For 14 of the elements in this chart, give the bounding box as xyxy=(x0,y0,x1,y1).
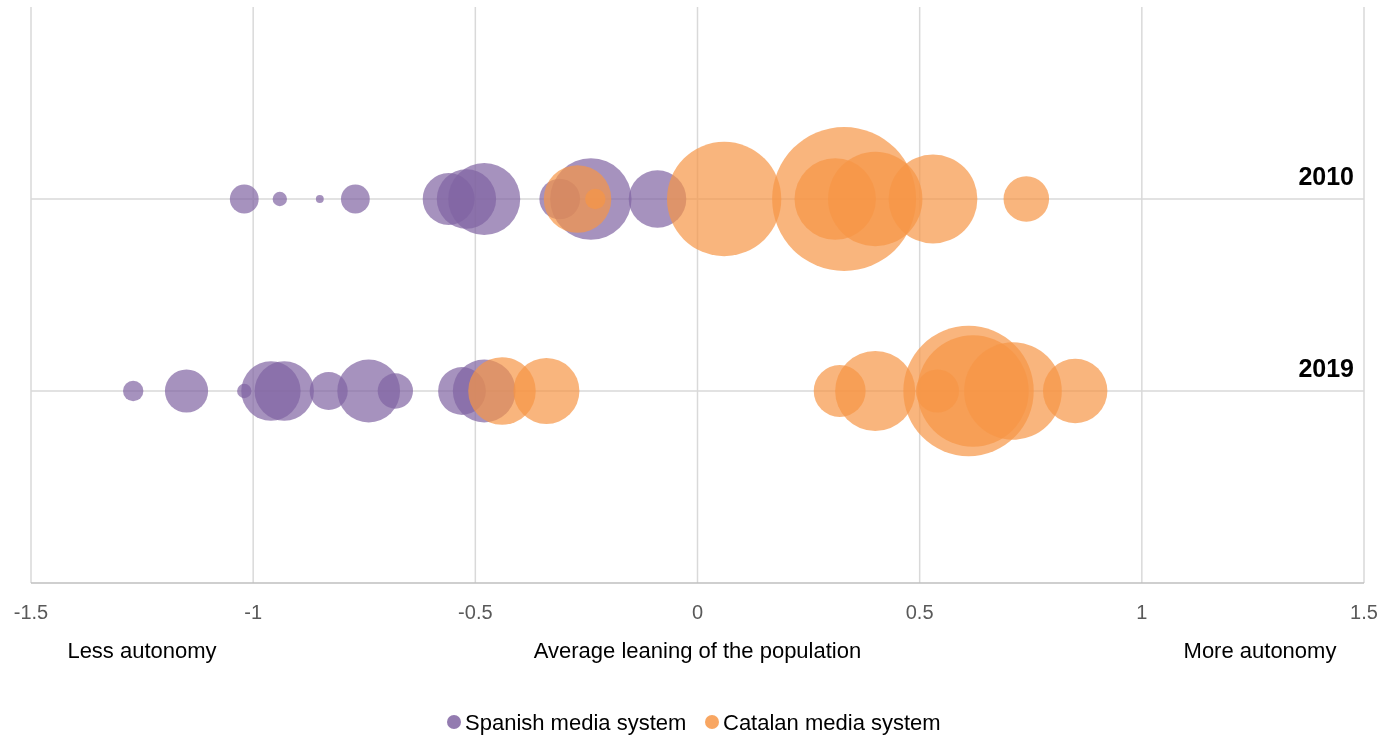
text: More autonomy xyxy=(1183,638,1337,663)
x-tick-label: -1.5 xyxy=(13,601,49,623)
x-tick-label: 1 xyxy=(1136,601,1148,623)
legend-label: Spanish media system xyxy=(465,710,687,735)
y-tick-label: 2010 xyxy=(1298,162,1354,190)
x-tick-label: 1.5 xyxy=(1350,601,1378,623)
x-tick-label: 0 xyxy=(691,601,704,623)
x-axis-title: Average leaning of the population xyxy=(533,638,862,663)
text: Less autonomy xyxy=(67,638,217,663)
legend-label: Catalan media system xyxy=(723,710,941,735)
x-tick-label: 0.5 xyxy=(905,601,934,623)
x-tick-label: -1 xyxy=(244,601,263,623)
x-tick-label: -0.5 xyxy=(458,601,493,623)
y-tick-label: 2019 xyxy=(1298,354,1354,382)
